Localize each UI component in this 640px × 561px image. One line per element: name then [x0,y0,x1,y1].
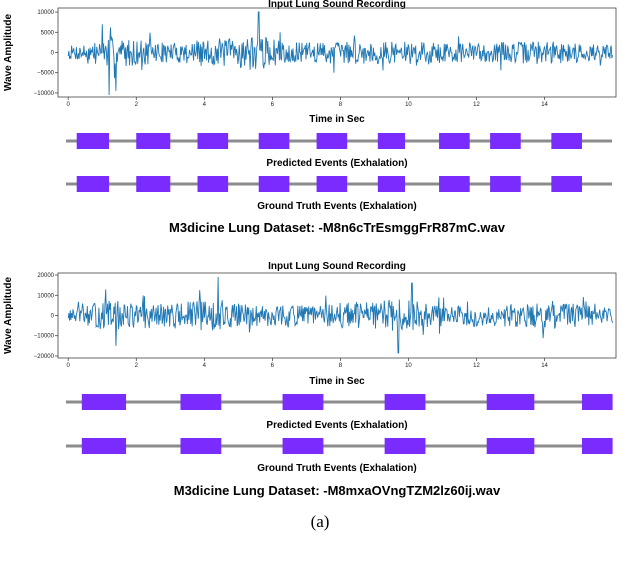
y-tick-label: −10000 [34,91,55,97]
event-bar [76,176,110,192]
x-axis-label: Time in Sec [309,114,365,125]
event-bar [384,394,426,410]
event-bar [180,438,222,454]
event-track-label: Predicted Events (Exhalation) [266,420,407,431]
y-tick-label: −10000 [34,334,55,340]
x-tick-label: 10 [405,363,412,369]
figure-caption: (a) [310,512,330,531]
event-bar [282,438,324,454]
event-bar [316,133,348,149]
event-track-label: Ground Truth Events (Exhalation) [257,463,416,474]
x-tick-label: 4 [203,363,207,369]
x-tick-label: 0 [67,102,71,108]
y-axis-label: Wave Amplitude [3,14,14,91]
event-bar [136,176,171,192]
event-bar [486,438,535,454]
event-bar [258,133,290,149]
event-bar [551,176,582,192]
event-bar [377,133,406,149]
event-track-label: Ground Truth Events (Exhalation) [257,201,416,212]
y-tick-label: 0 [51,314,55,320]
event-bar [282,394,324,410]
event-bar [384,438,426,454]
y-axis-label: Wave Amplitude [3,277,14,354]
dataset-caption: M3dicine Lung Dataset: -M8n6cTrEsmggFrR8… [169,220,506,235]
event-bar [486,394,535,410]
x-tick-label: 6 [271,102,275,108]
event-bar [180,394,222,410]
event-bar [439,176,470,192]
x-tick-label: 6 [271,363,275,369]
event-bar [136,133,171,149]
event-bar [439,133,470,149]
y-tick-label: 5000 [41,30,55,36]
x-tick-label: 2 [135,102,139,108]
y-tick-label: 20000 [37,273,54,279]
event-bar [377,176,406,192]
y-tick-label: 10000 [37,10,54,16]
x-tick-label: 14 [541,102,548,108]
chart-title: Input Lung Sound Recording [268,0,406,10]
x-tick-label: 8 [339,102,343,108]
event-bar [316,176,348,192]
event-bar [490,133,521,149]
event-bar [76,133,110,149]
x-tick-label: 10 [405,102,412,108]
x-axis-label: Time in Sec [309,376,365,387]
y-tick-label: −20000 [34,354,55,360]
panel-2-svg: Input Lung Sound Recording 0 2 4 6 8 10 12 14 −20… [3,261,617,498]
waveform-line [67,276,614,354]
event-bar [581,438,613,454]
x-tick-label: 14 [541,363,548,369]
chart-title: Input Lung Sound Recording [268,261,406,272]
event-bar [81,394,127,410]
event-bar [581,394,613,410]
event-bar [551,133,582,149]
y-tick-label: −5000 [37,71,55,77]
y-tick-label: 0 [51,51,55,57]
event-bar [197,176,229,192]
waveform-line [67,11,614,96]
x-tick-label: 0 [67,363,71,369]
figure-panel-1: Input Lung Sound Recording 0 2 4 6 8 10 12 14 −10… [0,0,640,262]
x-tick-label: 12 [473,102,480,108]
panel-1-svg: Input Lung Sound Recording 0 2 4 6 8 10 12 14 −10… [3,0,617,235]
event-bar [81,438,127,454]
x-tick-label: 2 [135,363,139,369]
event-bar [258,176,290,192]
event-track-label: Predicted Events (Exhalation) [266,158,407,169]
figure-panel-2: Input Lung Sound Recording 0 2 4 6 8 10 12 14 −20… [0,258,640,508]
dataset-caption: M3dicine Lung Dataset: -M8mxaOVngTZM2lz6… [174,483,501,498]
y-tick-label: 10000 [37,293,54,299]
x-tick-label: 8 [339,363,343,369]
event-bar [197,133,229,149]
event-bar [490,176,521,192]
x-tick-label: 4 [203,102,207,108]
x-tick-label: 12 [473,363,480,369]
